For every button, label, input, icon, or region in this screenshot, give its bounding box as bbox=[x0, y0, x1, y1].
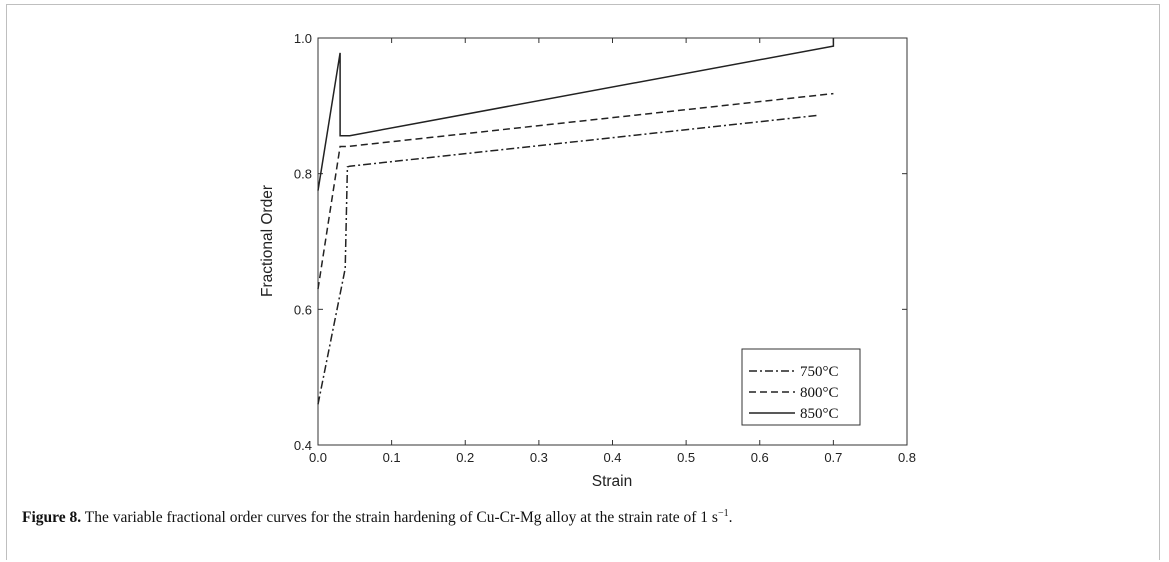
x-tick-label: 0.2 bbox=[456, 450, 474, 465]
x-tick-label: 0.0 bbox=[309, 450, 327, 465]
x-tick-label: 0.6 bbox=[751, 450, 769, 465]
caption-text: The variable fractional order curves for… bbox=[81, 509, 718, 527]
chart: 0.0 0.1 0.2 0.3 0.4 0.5 0.6 0.7 0.80.40.60.81.0 … bbox=[259, 31, 916, 490]
y-tick-label: 0.8 bbox=[294, 167, 312, 182]
caption-superscript: −1 bbox=[717, 508, 729, 519]
y-tick-label: 0.4 bbox=[294, 438, 312, 453]
x-tick-label: 0.4 bbox=[603, 450, 621, 465]
figure-caption: Figure 8. The variable fractional order … bbox=[22, 508, 1142, 527]
x-tick-label: 0.3 bbox=[530, 450, 548, 465]
axis-ticks: 0.0 0.1 0.2 0.3 0.4 0.5 0.6 0.7 0.8 0.4 0.6 0.8 1.0 bbox=[294, 31, 916, 465]
y-axis-title: Fractional Order bbox=[259, 185, 276, 297]
y-tick-label: 1.0 bbox=[294, 31, 312, 46]
caption-end: . bbox=[728, 509, 733, 527]
series-layer bbox=[317, 38, 835, 405]
figure-label: Figure 8. bbox=[22, 509, 82, 527]
legend-label: 750°C bbox=[800, 364, 839, 380]
x-tick-label: 0.8 bbox=[898, 450, 916, 465]
figure-frame bbox=[6, 4, 1160, 560]
series-line-850C bbox=[317, 38, 835, 191]
legend: 750°C 800°C 850°C bbox=[741, 348, 861, 426]
legend-label: 800°C bbox=[800, 385, 839, 401]
series-line-750C bbox=[317, 114, 819, 405]
x-tick-label: 0.1 bbox=[383, 450, 401, 465]
x-tick-label: 0.5 bbox=[677, 450, 695, 465]
x-tick-label: 0.7 bbox=[824, 450, 842, 465]
legend-label: 850°C bbox=[800, 406, 839, 422]
x-axis-title: Strain bbox=[592, 473, 633, 490]
series-line-800C bbox=[317, 92, 834, 290]
y-tick-label: 0.6 bbox=[294, 302, 312, 317]
